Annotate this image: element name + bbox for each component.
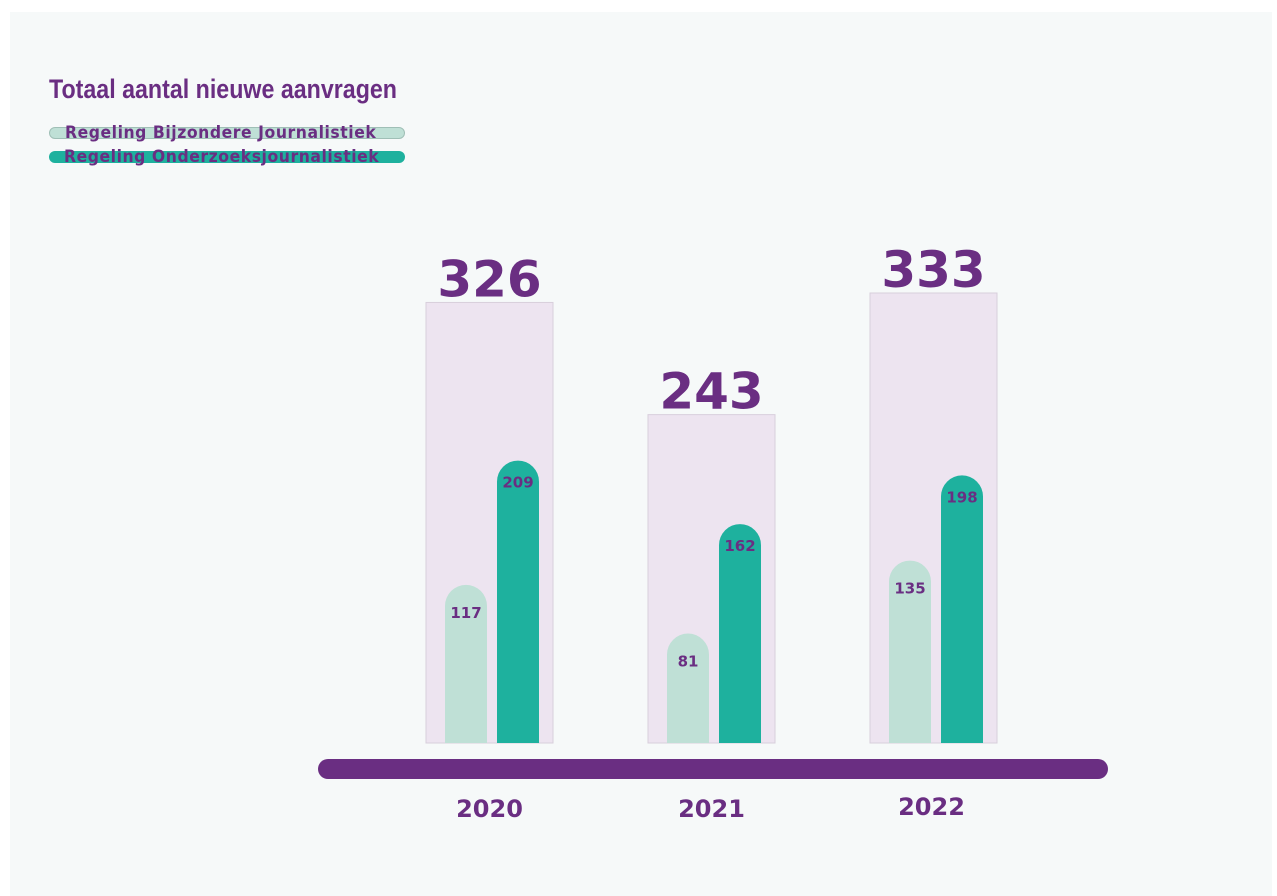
bar-2020-series-2 <box>497 460 539 743</box>
x-tick-label-2021: 2021 <box>678 795 745 823</box>
value-label-2021-series-2: 162 <box>724 537 755 555</box>
x-tick-label-2022: 2022 <box>898 793 965 821</box>
bar-2022-series-2 <box>941 475 983 743</box>
total-label-2021: 243 <box>659 363 763 421</box>
bar-2021-series-1 <box>667 633 709 743</box>
legend-label: Regeling Onderzoeksjournalistiek <box>64 147 380 167</box>
value-label-2020-series-1: 117 <box>450 604 481 622</box>
value-label-2020-series-2: 209 <box>502 474 533 492</box>
bar-2022-series-1 <box>889 560 931 743</box>
x-axis-bar <box>318 759 1108 779</box>
total-label-2020: 326 <box>437 250 541 308</box>
chart-title: Totaal aantal nieuwe aanvragen <box>49 74 397 104</box>
bar-2020-series-1 <box>445 584 487 743</box>
legend-label: Regeling Bijzondere Journalistiek <box>65 123 377 143</box>
value-label-2022-series-2: 198 <box>946 488 977 506</box>
value-label-2022-series-1: 135 <box>894 580 925 598</box>
value-label-2021-series-1: 81 <box>678 653 699 671</box>
bar-2021-series-2 <box>719 524 761 743</box>
legend-item-onderzoeksjournalistiek: Regeling Onderzoeksjournalistiek <box>49 147 405 167</box>
x-tick-label-2020: 2020 <box>456 795 523 823</box>
legend-item-bijzondere-journalistiek: Regeling Bijzondere Journalistiek <box>49 123 405 143</box>
total-label-2022: 333 <box>881 241 985 299</box>
